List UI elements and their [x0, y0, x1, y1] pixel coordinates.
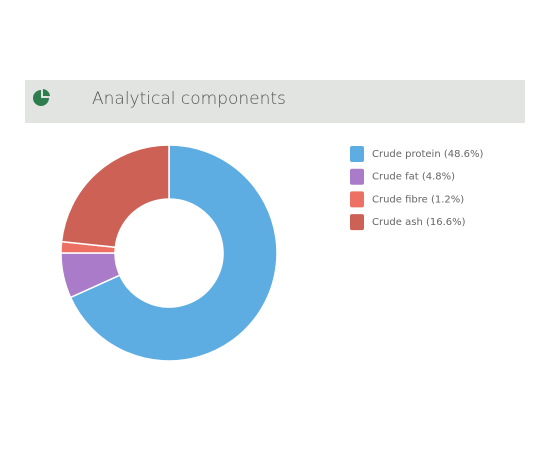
legend-swatch [350, 146, 364, 162]
header-icon [33, 89, 50, 106]
legend-label: Crude protein (48.6%) [372, 149, 484, 160]
chart-title: Analytical components [92, 89, 286, 109]
slice [60, 144, 170, 249]
legend-swatch [350, 191, 364, 208]
legend-label: Crude fibre (1.2%) [372, 194, 464, 205]
legend-label: Crude ash (16.6%) [372, 217, 466, 228]
legend-swatch [350, 168, 364, 185]
donut [60, 144, 278, 362]
header-bar [25, 80, 525, 123]
legend-label: Crude fat (4.8%) [372, 172, 455, 183]
legend-swatch [350, 214, 364, 231]
legend: Crude protein (48.6%) Crude fat (4.8%) Cru… [350, 146, 484, 231]
slice [69, 144, 278, 362]
